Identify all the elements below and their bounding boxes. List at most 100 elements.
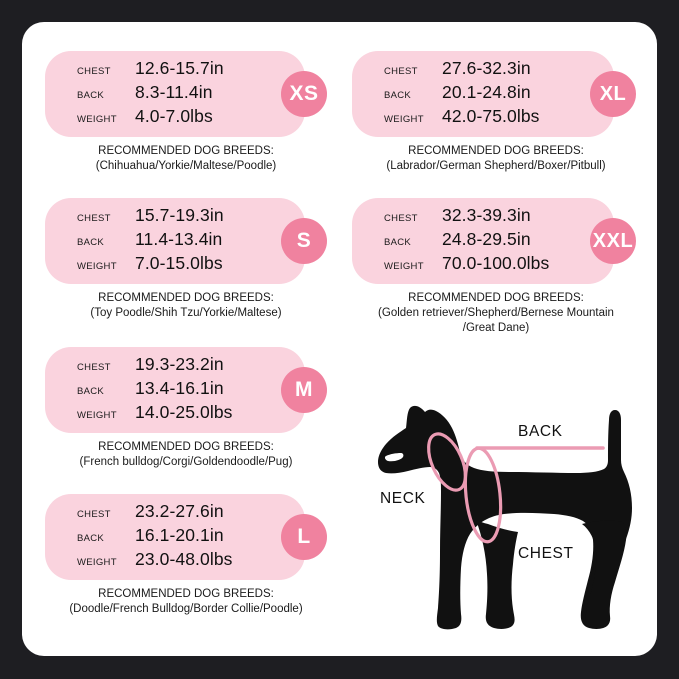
row-label-weight: WEIGHT — [77, 410, 117, 421]
row-label-weight: WEIGHT — [384, 261, 424, 272]
size-badge-label: XS — [289, 82, 319, 105]
breeds-heading: RECOMMENDED DOG BREEDS: — [408, 145, 584, 157]
size-card-xxl: CHEST 32.3-39.3in BACK 24.8-29.5in WEIGH… — [352, 198, 636, 284]
row-value-back: 8.3-11.4in — [135, 82, 213, 102]
row-value-weight: 7.0-15.0lbs — [135, 253, 223, 273]
measurement-rows: CHEST 19.3-23.2in BACK 13.4-16.1in WEIGH… — [45, 347, 305, 433]
breeds-xl: RECOMMENDED DOG BREEDS: (Labrador/German… — [352, 144, 640, 174]
row-value-weight: 42.0-75.0lbs — [442, 106, 540, 126]
size-card-l: CHEST 23.2-27.6in BACK 16.1-20.1in WEIGH… — [45, 494, 327, 580]
size-block-m: CHEST 19.3-23.2in BACK 13.4-16.1in WEIGH… — [45, 347, 327, 470]
breeds-m: RECOMMENDED DOG BREEDS: (French bulldog/… — [45, 440, 327, 470]
breeds-list-line1: (Chihuahua/Yorkie/Maltese/Poodle) — [95, 160, 277, 172]
chest-label: CHEST — [518, 545, 574, 562]
size-card-s: CHEST 15.7-19.3in BACK 11.4-13.4in WEIGH… — [45, 198, 327, 284]
row-label-back: BACK — [384, 237, 412, 248]
row-value-back: 13.4-16.1in — [135, 378, 224, 398]
row-value-weight: 14.0-25.0lbs — [135, 402, 233, 422]
row-label-weight: WEIGHT — [77, 114, 117, 125]
measurement-rows: CHEST 12.6-15.7in BACK 8.3-11.4in WEIGHT… — [45, 51, 305, 137]
size-badge-label: L — [297, 525, 311, 548]
size-badge-xl: XL — [590, 71, 636, 117]
row-label-chest: CHEST — [384, 213, 418, 224]
size-card-xs: CHEST 12.6-15.7in BACK 8.3-11.4in WEIGHT… — [45, 51, 327, 137]
row-value-weight: 70.0-100.0lbs — [442, 253, 550, 273]
size-block-l: CHEST 23.2-27.6in BACK 16.1-20.1in WEIGH… — [45, 494, 327, 617]
row-back: BACK 11.4-13.4in — [77, 229, 305, 253]
measurement-rows: CHEST 32.3-39.3in BACK 24.8-29.5in WEIGH… — [352, 198, 614, 284]
size-block-xl: CHEST 27.6-32.3in BACK 20.1-24.8in WEIGH… — [352, 51, 640, 174]
measurement-rows: CHEST 27.6-32.3in BACK 20.1-24.8in WEIGH… — [352, 51, 614, 137]
size-badge-s: S — [281, 218, 327, 264]
breeds-list-line1: (French bulldog/Corgi/Goldendoodle/Pug) — [79, 456, 293, 468]
size-badge-xxl: XXL — [590, 218, 636, 264]
row-label-back: BACK — [77, 386, 105, 397]
row-value-chest: 27.6-32.3in — [442, 58, 531, 78]
row-value-back: 24.8-29.5in — [442, 229, 531, 249]
size-badge-label: M — [295, 378, 313, 401]
chart-panel: CHEST 12.6-15.7in BACK 8.3-11.4in WEIGHT… — [22, 22, 657, 656]
row-back: BACK 13.4-16.1in — [77, 378, 305, 402]
row-label-weight: WEIGHT — [384, 114, 424, 125]
dog-hind-leg-shape — [582, 520, 627, 629]
row-weight: WEIGHT 4.0-7.0lbs — [77, 106, 305, 130]
row-value-chest: 32.3-39.3in — [442, 205, 531, 225]
row-label-back: BACK — [77, 237, 105, 248]
size-badge-l: L — [281, 514, 327, 560]
row-back: BACK 8.3-11.4in — [77, 82, 305, 106]
neck-label: NECK — [380, 490, 426, 507]
breeds-list-line1: (Labrador/German Shepherd/Boxer/Pitbull) — [386, 160, 606, 172]
dog-measurement-diagram: NECK CHEST BACK — [370, 390, 670, 645]
size-block-xxl: CHEST 32.3-39.3in BACK 24.8-29.5in WEIGH… — [352, 198, 640, 336]
row-chest: CHEST 12.6-15.7in — [77, 58, 305, 82]
breeds-list-line1: (Golden retriever/Shepherd/Bernese Mount… — [378, 307, 614, 319]
neck-measure-loop — [427, 432, 467, 492]
row-label-back: BACK — [77, 90, 105, 101]
size-badge-label: S — [296, 229, 312, 252]
measurement-rows: CHEST 15.7-19.3in BACK 11.4-13.4in WEIGH… — [45, 198, 305, 284]
breeds-l: RECOMMENDED DOG BREEDS: (Doodle/French B… — [45, 587, 327, 617]
size-card-xl: CHEST 27.6-32.3in BACK 20.1-24.8in WEIGH… — [352, 51, 636, 137]
back-label: BACK — [518, 423, 563, 440]
row-weight: WEIGHT 70.0-100.0lbs — [384, 253, 614, 277]
row-value-chest: 23.2-27.6in — [135, 501, 224, 521]
size-badge-label: XL — [599, 82, 627, 105]
row-value-chest: 15.7-19.3in — [135, 205, 224, 225]
row-back: BACK 20.1-24.8in — [384, 82, 614, 106]
row-chest: CHEST 27.6-32.3in — [384, 58, 614, 82]
row-value-back: 20.1-24.8in — [442, 82, 531, 102]
breeds-heading: RECOMMENDED DOG BREEDS: — [98, 292, 274, 304]
row-weight: WEIGHT 14.0-25.0lbs — [77, 402, 305, 426]
row-label-back: BACK — [384, 90, 412, 101]
breeds-list-line1: (Toy Poodle/Shih Tzu/Yorkie/Maltese) — [90, 307, 282, 319]
row-label-chest: CHEST — [77, 509, 111, 520]
row-label-back: BACK — [77, 533, 105, 544]
row-label-chest: CHEST — [77, 66, 111, 77]
row-back: BACK 24.8-29.5in — [384, 229, 614, 253]
size-badge-m: M — [281, 367, 327, 413]
row-label-weight: WEIGHT — [77, 557, 117, 568]
dog-front-leg-shape — [476, 520, 518, 629]
size-block-s: CHEST 15.7-19.3in BACK 11.4-13.4in WEIGH… — [45, 198, 327, 321]
row-weight: WEIGHT 42.0-75.0lbs — [384, 106, 614, 130]
dog-silhouette-svg — [378, 405, 632, 630]
breeds-s: RECOMMENDED DOG BREEDS: (Toy Poodle/Shih… — [45, 291, 327, 321]
row-weight: WEIGHT 7.0-15.0lbs — [77, 253, 305, 277]
row-value-chest: 12.6-15.7in — [135, 58, 224, 78]
row-chest: CHEST 15.7-19.3in — [77, 205, 305, 229]
breeds-list-line2: /Great Dane) — [462, 322, 530, 334]
breeds-list-line1: (Doodle/French Bulldog/Border Collie/Poo… — [69, 603, 303, 615]
size-badge-label: XXL — [592, 229, 634, 252]
breeds-heading: RECOMMENDED DOG BREEDS: — [98, 441, 274, 453]
breeds-heading: RECOMMENDED DOG BREEDS: — [98, 145, 274, 157]
row-value-back: 16.1-20.1in — [135, 525, 224, 545]
breeds-heading: RECOMMENDED DOG BREEDS: — [98, 588, 274, 600]
row-back: BACK 16.1-20.1in — [77, 525, 305, 549]
size-block-xs: CHEST 12.6-15.7in BACK 8.3-11.4in WEIGHT… — [45, 51, 327, 174]
row-chest: CHEST 19.3-23.2in — [77, 354, 305, 378]
measurement-rows: CHEST 23.2-27.6in BACK 16.1-20.1in WEIGH… — [45, 494, 305, 580]
row-chest: CHEST 23.2-27.6in — [77, 501, 305, 525]
row-label-weight: WEIGHT — [77, 261, 117, 272]
size-badge-xs: XS — [281, 71, 327, 117]
breeds-heading: RECOMMENDED DOG BREEDS: — [408, 292, 584, 304]
